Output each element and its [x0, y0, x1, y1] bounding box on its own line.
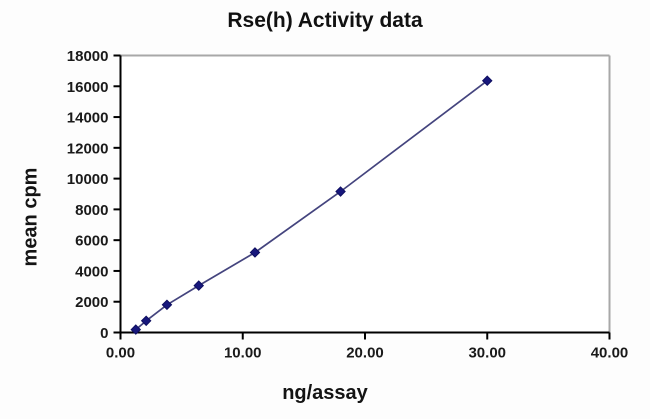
y-tick-label: 0: [100, 325, 108, 342]
x-tick-label: 30.00: [468, 345, 506, 362]
y-tick-label: 14000: [67, 110, 109, 127]
y-tick-label: 4000: [75, 263, 108, 280]
x-axis-title: ng/assay: [282, 382, 368, 404]
y-tick-label: 6000: [75, 233, 108, 250]
y-tick-label: 8000: [75, 202, 108, 219]
plot-area: [120, 55, 610, 333]
x-tick-label: 40.00: [591, 345, 629, 362]
data-point-marker: [130, 324, 142, 335]
x-tick-label: 10.00: [224, 345, 262, 362]
y-axis-title: mean cpm: [19, 167, 42, 267]
y-tick-label: 2000: [75, 294, 108, 311]
chart-title: Rse(h) Activity data: [227, 9, 423, 32]
y-tick-label: 18000: [67, 48, 109, 65]
x-tick-label: 0.00: [106, 345, 135, 362]
y-tick-label: 10000: [67, 171, 109, 188]
data-point-marker: [161, 299, 173, 311]
y-tick-label: 12000: [67, 140, 109, 157]
data-point-marker: [249, 247, 261, 258]
data-point-marker: [140, 315, 152, 327]
x-tick-label: 20.00: [346, 345, 384, 362]
data-point-marker: [335, 186, 346, 197]
y-tick-label: 16000: [67, 79, 109, 96]
data-point-marker: [193, 280, 205, 291]
data-point-marker: [481, 75, 493, 87]
